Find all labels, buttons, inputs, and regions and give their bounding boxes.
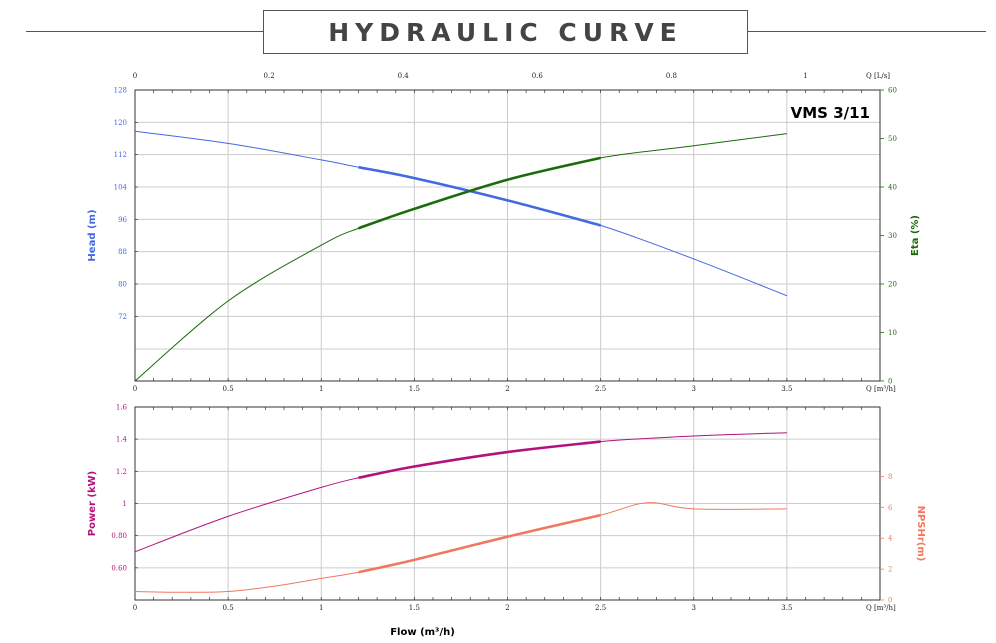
top-x-tick-label: 0 — [133, 72, 137, 80]
page-title: HYDRAULIC CURVE — [328, 17, 683, 47]
lower-x-tick-label: 2.5 — [595, 604, 606, 612]
lower-right-tick-label: 0 — [888, 597, 892, 605]
lower-x-tick-label: 1 — [319, 604, 323, 612]
lower-right-tick-label: 2 — [888, 566, 892, 574]
upper-left-tick-label: 96 — [118, 216, 127, 224]
power-curve — [134, 432, 787, 553]
lower-left-tick-label: 0.80 — [111, 532, 127, 540]
upper-left-tick-label: 120 — [114, 119, 127, 127]
upper-left-tick-label: 112 — [114, 151, 127, 159]
npshrm-operating-range — [358, 513, 601, 574]
upper-x-unit-label: Q [m³/h] — [866, 385, 896, 393]
upper-x-tick-label: 1.5 — [409, 385, 420, 393]
lower-left-axis-title: Power (kW) — [87, 471, 98, 536]
upper-x-tick-label: 2.5 — [595, 385, 606, 393]
upper-x-tick-label: 0 — [133, 385, 137, 393]
top-x-tick-label: 0.8 — [666, 72, 677, 80]
upper-left-tick-label: 80 — [118, 281, 127, 289]
upper-right-tick-label: 20 — [888, 281, 897, 289]
lower-x-tick-label: 0 — [133, 604, 137, 612]
upper-right-tick-label: 10 — [888, 329, 897, 337]
top-x-tick-label: 0.6 — [532, 72, 544, 80]
lower-right-tick-label: 6 — [888, 504, 893, 512]
lower-right-tick-label: 4 — [888, 535, 893, 543]
chart-banner: HYDRAULIC CURVE — [263, 10, 748, 54]
eta-operating-range — [358, 156, 601, 230]
banner-left-line — [26, 31, 263, 32]
power-operating-range — [358, 440, 601, 480]
lower-left-tick-label: 1.2 — [116, 468, 127, 476]
lower-left-tick-label: 1.4 — [116, 436, 128, 444]
lower-x-tick-label: 1.5 — [409, 604, 420, 612]
top-x-tick-label: 1 — [803, 72, 807, 80]
banner-right-line — [748, 31, 986, 32]
upper-left-tick-label: 104 — [114, 184, 128, 192]
lower-x-tick-label: 2 — [505, 604, 509, 612]
top-x-tick-label: 0.4 — [398, 72, 410, 80]
lower-left-tick-label: 1.6 — [116, 404, 128, 412]
lower-x-tick-label: 3.5 — [781, 604, 792, 612]
lower-x-unit-label: Q [m³/h] — [866, 604, 896, 612]
lower-x-tick-label: 0.5 — [223, 604, 234, 612]
lower-x-tick-label: 3 — [692, 604, 696, 612]
upper-left-tick-label: 88 — [118, 248, 127, 256]
upper-right-axis-title: Eta (%) — [910, 215, 921, 256]
upper-right-tick-label: 0 — [888, 378, 892, 386]
upper-right-tick-label: 30 — [888, 232, 897, 240]
upper-left-tick-label: 128 — [114, 87, 127, 95]
upper-x-tick-label: 3.5 — [781, 385, 792, 393]
upper-x-tick-label: 0.5 — [223, 385, 234, 393]
upper-left-axis-title: Head (m) — [87, 209, 98, 261]
top-x-unit-label: Q [L/s] — [866, 72, 890, 80]
lower-left-tick-label: 1 — [123, 500, 127, 508]
upper-x-tick-label: 2 — [505, 385, 509, 393]
lower-left-tick-label: 0.60 — [111, 564, 127, 572]
lower-right-tick-label: 8 — [888, 473, 892, 481]
flow-axis-title: Flow (m³/h) — [390, 627, 455, 638]
model-label: VMS 3/11 — [791, 104, 870, 122]
upper-x-tick-label: 1 — [319, 385, 323, 393]
upper-right-tick-label: 40 — [888, 184, 897, 192]
top-x-tick-label: 0.2 — [264, 72, 275, 80]
upper-right-tick-label: 60 — [888, 87, 897, 95]
head-curve — [134, 130, 788, 297]
upper-x-tick-label: 3 — [692, 385, 696, 393]
upper-right-tick-label: 50 — [888, 135, 897, 143]
upper-left-tick-label: 72 — [118, 313, 127, 321]
lower-right-axis-title: NPSHr(m) — [915, 506, 926, 562]
